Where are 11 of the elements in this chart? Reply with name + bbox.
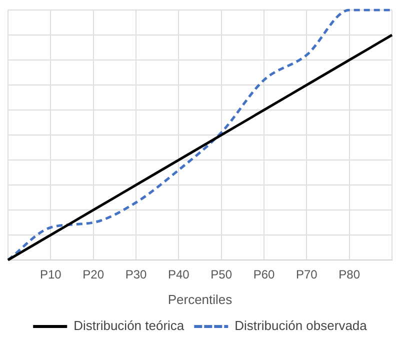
- x-tick-label: P40: [168, 268, 190, 282]
- x-tick-label: P70: [296, 268, 318, 282]
- x-tick-label: P50: [210, 268, 232, 282]
- x-axis-title: Percentiles: [168, 292, 233, 307]
- x-tick-label: P80: [338, 268, 360, 282]
- x-tick-label: P20: [82, 268, 104, 282]
- x-tick-label: P60: [253, 268, 275, 282]
- legend-label: Distribución teórica: [74, 318, 185, 334]
- legend-label: Distribución observada: [234, 318, 368, 334]
- x-tick-label: P10: [40, 268, 62, 282]
- x-tick-label: P30: [125, 268, 147, 282]
